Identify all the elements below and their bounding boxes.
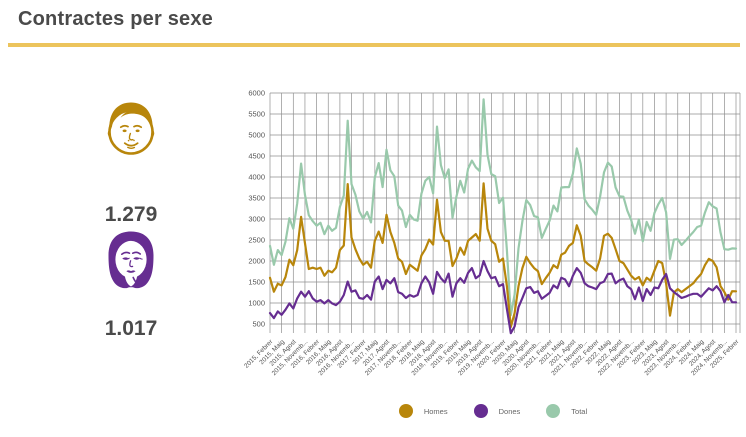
svg-text:2500: 2500 — [248, 236, 265, 245]
svg-text:3000: 3000 — [248, 215, 265, 224]
svg-text:4500: 4500 — [248, 152, 265, 161]
svg-text:5500: 5500 — [248, 110, 265, 119]
svg-text:5000: 5000 — [248, 131, 265, 140]
svg-text:3500: 3500 — [248, 194, 265, 203]
homes-legend-label: Homes — [423, 406, 448, 416]
legend-item-dones[interactable]: Dones — [473, 404, 521, 418]
title-underline — [8, 43, 740, 47]
homes-total-value: 1.279 — [104, 203, 158, 226]
dones-total-value: 1.017 — [104, 317, 158, 340]
legend-item-homes[interactable]: Homes — [398, 404, 448, 418]
dones-legend-dot — [473, 404, 488, 418]
svg-text:6000: 6000 — [248, 89, 265, 98]
chart-legend: Homes Dones Total — [240, 404, 746, 418]
svg-text:4000: 4000 — [248, 173, 265, 182]
contracts-line-chart: 500 1000 1500 2000 2500 3000 3500 4000 4500 5000 5… — [240, 85, 746, 397]
dones-legend-label: Dones — [498, 406, 521, 416]
man-face-icon — [99, 96, 163, 160]
homes-legend-dot — [398, 404, 413, 418]
woman-face-icon — [99, 228, 163, 292]
svg-text:500: 500 — [252, 320, 265, 329]
legend-item-total[interactable]: Total — [546, 404, 587, 418]
total-legend-dot — [546, 404, 561, 418]
chart-canvas: 500 1000 1500 2000 2500 3000 3500 4000 4500 5000 5… — [243, 89, 741, 378]
svg-text:2000: 2000 — [248, 257, 265, 266]
svg-text:1500: 1500 — [248, 278, 265, 287]
svg-text:1000: 1000 — [248, 299, 265, 308]
page-title: Contractes per sexe — [18, 8, 214, 30]
total-legend-label: Total — [571, 406, 588, 416]
